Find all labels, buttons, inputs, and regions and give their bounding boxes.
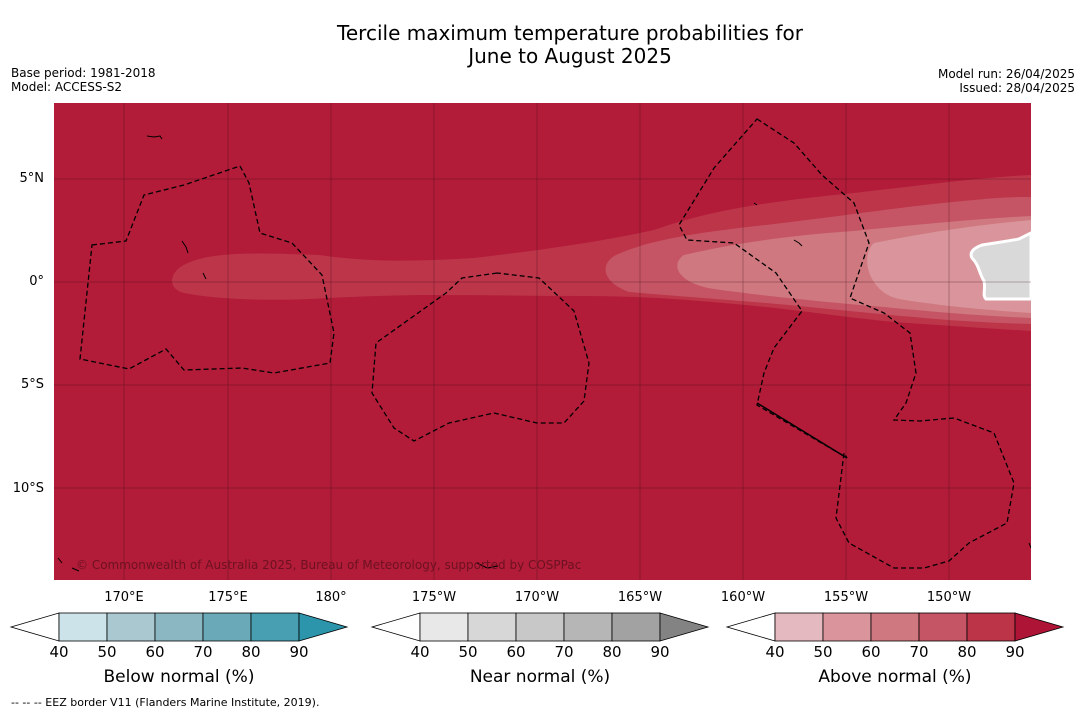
colorbar-above-low-arrow — [725, 612, 776, 642]
issued-text: Issued: 28/04/2025 — [959, 81, 1075, 95]
colorbar-below-high-arrow — [298, 612, 349, 642]
colorbar-below-label: Below normal (%) — [103, 667, 255, 687]
base-period-text: Base period: 1981-2018 — [11, 66, 156, 80]
title-line-1: Tercile maximum temperature probabilitie… — [337, 21, 803, 45]
colorbar-below-ticks: 40 50 60 70 80 90 — [11, 643, 347, 663]
colorbar-below-tick: 90 — [289, 643, 309, 661]
probability-map[interactable]: © Commonwealth of Australia 2025, Bureau… — [54, 103, 1031, 580]
colorbar-above-tick: 70 — [909, 643, 929, 661]
colorbar-below-tick: 70 — [193, 643, 213, 661]
meta-left: Base period: 1981-2018 Model: ACCESS-S2 — [11, 66, 156, 94]
colorbar-near-tick: 60 — [506, 643, 526, 661]
colorbar-above-seg-5 — [966, 612, 1016, 642]
colorbar-above-seg-1 — [774, 612, 824, 642]
colorbar-near-label: Near normal (%) — [469, 667, 611, 687]
colorbar-near-seg-3 — [515, 612, 565, 642]
lon-label-160w: 160°W — [720, 590, 766, 605]
colorbar-near-tick: 40 — [410, 643, 430, 661]
colorbar-near: 40 50 60 70 80 90 Near normal (%) — [370, 612, 710, 687]
lon-label-170w: 170°W — [514, 590, 560, 605]
lat-label-5n: 5°N — [19, 171, 45, 186]
colorbar-near-seg-4 — [563, 612, 613, 642]
map-canvas — [54, 103, 1031, 580]
colorbar-below-tick: 40 — [49, 643, 69, 661]
colorbar-below-low-arrow — [9, 612, 60, 642]
colorbar-near-seg-2 — [467, 612, 517, 642]
meta-right: Model run: 26/04/2025 Issued: 28/04/2025 — [938, 67, 1075, 95]
model-run-text: Model run: 26/04/2025 — [937, 67, 1075, 81]
colorbar-above-swatches — [725, 612, 1065, 642]
colorbar-below-tick: 60 — [145, 643, 165, 661]
colorbar-above-seg-4 — [918, 612, 968, 642]
colorbar-near-tick: 80 — [602, 643, 622, 661]
colorbar-above-ticks: 40 50 60 70 80 90 — [727, 643, 1063, 663]
colorbar-below-seg-3 — [154, 612, 204, 642]
eez-border-solid-segment — [756, 402, 848, 459]
lon-label-165w: 165°W — [617, 590, 663, 605]
colorbar-above-seg-3 — [870, 612, 920, 642]
colorbar-near-tick: 90 — [650, 643, 670, 661]
colorbar-near-ticks: 40 50 60 70 80 90 — [372, 643, 708, 663]
colorbar-above-high-arrow — [1014, 612, 1065, 642]
title-line-2: June to August 2025 — [468, 44, 672, 68]
island-3 — [202, 272, 207, 280]
eez-border-east — [678, 118, 1015, 569]
colorbar-above-tick: 90 — [1005, 643, 1025, 661]
eez-border-west — [79, 165, 335, 374]
colorbar-above: 40 50 60 70 80 90 Above normal (%) — [725, 612, 1065, 687]
islands — [57, 135, 1031, 572]
colorbar-near-tick: 50 — [458, 643, 478, 661]
island-7 — [71, 567, 80, 572]
island-9 — [1028, 542, 1031, 549]
island-4 — [793, 239, 803, 247]
lon-label-150w: 150°W — [926, 590, 972, 605]
eez-border-central — [371, 272, 590, 442]
lat-label-10s: 10°S — [12, 481, 44, 496]
lon-label-175w: 175°W — [411, 590, 457, 605]
island-6 — [476, 562, 499, 569]
lat-label-0: 0° — [29, 274, 44, 289]
island-1 — [146, 135, 163, 140]
colorbar-below-swatches — [9, 612, 349, 642]
colorbar-below-seg-1 — [58, 612, 108, 642]
colorbar-above-seg-2 — [822, 612, 872, 642]
colorbar-near-swatches — [370, 612, 710, 642]
colorbar-above-tick: 50 — [813, 643, 833, 661]
lon-label-180: 180° — [315, 590, 347, 605]
colorbar-below-seg-5 — [250, 612, 300, 642]
island-8 — [57, 557, 63, 564]
near-normal-region — [969, 231, 1031, 301]
lon-label-175e: 175°E — [208, 590, 248, 605]
colorbar-above-tick: 80 — [957, 643, 977, 661]
map-title: Tercile maximum temperature probabilitie… — [0, 22, 1085, 68]
colorbar-near-seg-5 — [611, 612, 661, 642]
island-2 — [181, 240, 189, 254]
above-90-field — [54, 103, 1031, 580]
copyright-text: © Commonwealth of Australia 2025, Bureau… — [76, 558, 582, 572]
lat-label-5s: 5°S — [20, 377, 44, 392]
eez-borders — [79, 118, 1015, 569]
island-5 — [753, 202, 758, 206]
colorbar-near-tick: 70 — [554, 643, 574, 661]
colorbar-near-seg-1 — [419, 612, 469, 642]
colorbar-above-tick: 60 — [861, 643, 881, 661]
colorbar-above-tick: 40 — [765, 643, 785, 661]
colorbar-below-seg-4 — [202, 612, 252, 642]
colorbar-above-label: Above normal (%) — [818, 667, 972, 687]
colorbar-below-seg-2 — [106, 612, 156, 642]
colorbar-near-low-arrow — [370, 612, 421, 642]
colorbar-below-tick: 80 — [241, 643, 261, 661]
eez-footnote: -- -- -- EEZ border V11 (Flanders Marine… — [11, 696, 320, 709]
colorbar-below-tick: 50 — [97, 643, 117, 661]
lon-label-155w: 155°W — [823, 590, 869, 605]
colorbar-near-high-arrow — [659, 612, 710, 642]
colorbar-below: 40 50 60 70 80 90 Below normal (%) — [9, 612, 349, 687]
model-text: Model: ACCESS-S2 — [11, 80, 123, 94]
lon-label-170e: 170°E — [104, 590, 144, 605]
